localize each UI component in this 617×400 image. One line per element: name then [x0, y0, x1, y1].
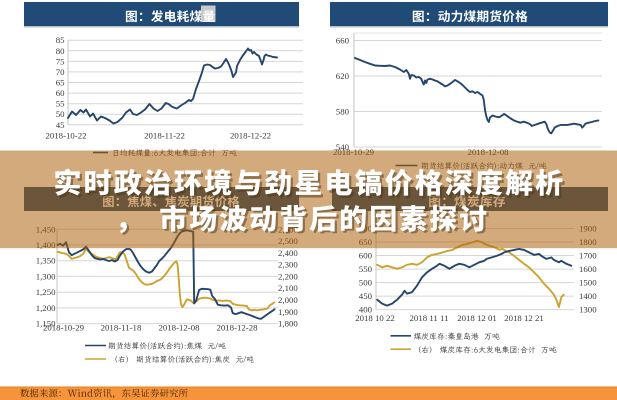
- svg-text:80: 80: [56, 46, 65, 56]
- svg-text:600: 600: [359, 251, 373, 261]
- svg-text:65: 65: [56, 78, 65, 88]
- svg-text:1,800: 1,800: [278, 319, 298, 329]
- svg-text:85: 85: [56, 35, 65, 45]
- svg-text:2,100: 2,100: [278, 283, 298, 293]
- svg-text:2018-12-08: 2018-12-08: [158, 323, 200, 333]
- svg-text:50: 50: [56, 109, 65, 119]
- svg-text:2018-12-22: 2018-12-22: [230, 131, 271, 141]
- svg-text:540: 540: [336, 142, 350, 152]
- svg-text:400: 400: [359, 305, 373, 315]
- svg-text:450: 450: [359, 291, 373, 301]
- svg-text:2,200: 2,200: [278, 271, 298, 281]
- svg-text:2018-11-22: 2018-11-22: [144, 131, 185, 141]
- svg-text:1,900: 1,900: [278, 307, 298, 317]
- svg-text:1,200: 1,200: [36, 303, 56, 313]
- svg-text:620: 620: [336, 71, 350, 81]
- svg-text:2018 10 22: 2018 10 22: [355, 313, 395, 323]
- svg-text:1,150: 1,150: [36, 319, 56, 329]
- svg-text:550: 550: [359, 264, 373, 274]
- svg-text:2018-12-28: 2018-12-28: [216, 323, 258, 333]
- svg-text:2018-10-22: 2018-10-22: [45, 131, 86, 141]
- svg-text:2,300: 2,300: [278, 260, 298, 270]
- svg-text:45: 45: [56, 120, 65, 130]
- svg-text:2018-10-29: 2018-10-29: [43, 323, 85, 333]
- svg-text:580: 580: [336, 107, 350, 117]
- svg-text:2,400: 2,400: [278, 248, 298, 258]
- svg-text:2018 12 21: 2018 12 21: [504, 313, 544, 323]
- svg-text:1500: 1500: [579, 278, 597, 288]
- svg-text:1,250: 1,250: [36, 287, 56, 297]
- svg-text:1400: 1400: [579, 291, 597, 301]
- svg-text:2018 11 11: 2018 11 11: [410, 313, 449, 323]
- svg-text:2,000: 2,000: [278, 295, 298, 305]
- svg-text:75: 75: [56, 56, 65, 66]
- svg-text:55: 55: [56, 99, 65, 109]
- svg-text:70: 70: [56, 67, 65, 77]
- svg-text:2018-11-18: 2018-11-18: [101, 323, 142, 333]
- svg-text:1,350: 1,350: [36, 256, 56, 266]
- svg-text:1700: 1700: [579, 251, 597, 261]
- svg-text:60: 60: [56, 88, 65, 98]
- svg-text:660: 660: [336, 36, 350, 46]
- svg-text:1300: 1300: [579, 305, 597, 315]
- svg-text:500: 500: [359, 278, 373, 288]
- svg-text:2018 12 01: 2018 12 01: [457, 313, 497, 323]
- svg-text:1,300: 1,300: [36, 271, 56, 281]
- svg-text:1600: 1600: [579, 264, 597, 274]
